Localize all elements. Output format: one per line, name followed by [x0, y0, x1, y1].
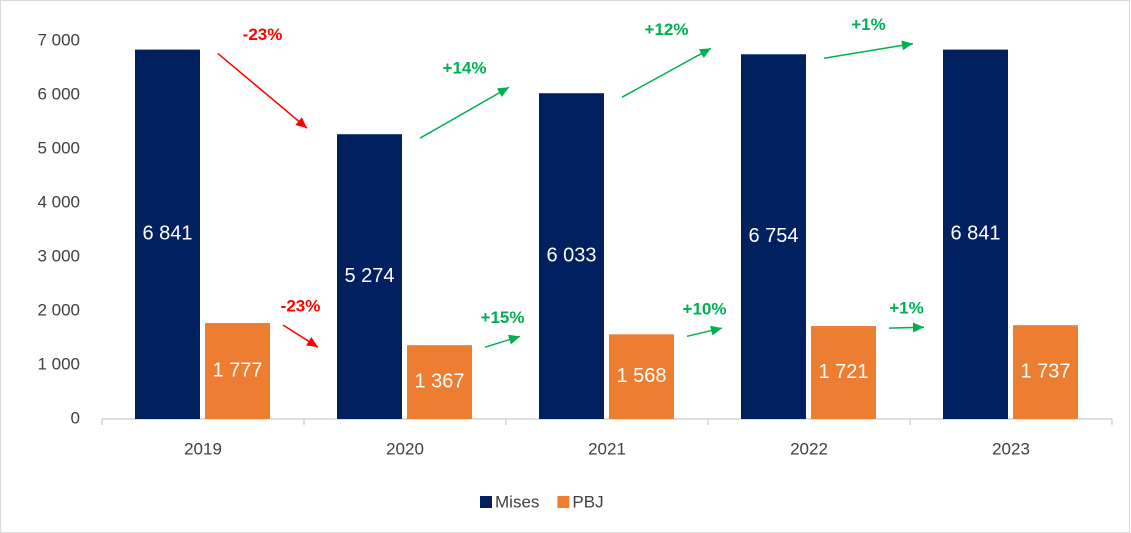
x-tick-label: 2023	[992, 439, 1030, 458]
arrow-head	[295, 117, 307, 129]
y-tick-label: 2 000	[37, 300, 80, 319]
legend-label: Mises	[495, 492, 539, 511]
y-tick-label: 7 000	[37, 30, 80, 49]
change-label: +12%	[645, 20, 689, 39]
bar	[1013, 325, 1078, 419]
change-arrow	[823, 42, 914, 60]
arrow-head	[496, 87, 509, 98]
bar	[539, 93, 604, 419]
change-label: +10%	[683, 300, 727, 319]
bar	[135, 49, 200, 419]
change-label: +14%	[443, 59, 487, 78]
legend-swatch	[557, 496, 570, 508]
bar	[943, 49, 1008, 419]
x-tick-label: 2021	[588, 439, 626, 458]
data-label: 1 721	[818, 361, 868, 383]
change-label: +1%	[889, 299, 924, 318]
arrow-head	[901, 40, 913, 51]
data-label: 6 754	[748, 225, 798, 247]
y-tick-label: 3 000	[37, 246, 80, 265]
arrow-head	[912, 322, 924, 333]
legend-swatch	[480, 496, 492, 508]
y-tick-label: 0	[71, 408, 80, 427]
change-label: +15%	[481, 308, 525, 327]
data-label: 6 841	[950, 223, 1000, 245]
data-label: 1 737	[1020, 360, 1070, 382]
arrow-head	[698, 48, 711, 58]
x-tick-label: 2022	[790, 439, 828, 458]
bar	[609, 334, 674, 419]
legend-label: PBJ	[572, 492, 603, 511]
change-label: -23%	[281, 297, 321, 316]
data-label: 1 777	[212, 359, 262, 381]
arrow-head	[306, 337, 318, 348]
x-tick-label: 2019	[184, 439, 222, 458]
change-arrow	[217, 53, 308, 129]
data-label: 1 367	[414, 370, 464, 392]
change-arrow	[621, 47, 712, 98]
data-label: 1 568	[616, 365, 666, 387]
bar	[811, 326, 876, 419]
data-label: 6 841	[142, 223, 192, 245]
bar	[337, 134, 402, 420]
y-tick-label: 1 000	[37, 354, 80, 373]
change-arrow	[419, 86, 510, 139]
y-tick-label: 5 000	[37, 138, 80, 157]
arrow-head	[508, 334, 520, 345]
bar	[741, 54, 806, 420]
data-label: 6 033	[546, 244, 596, 266]
bar	[205, 323, 270, 419]
data-label: 5 274	[344, 265, 394, 287]
change-label: -23%	[243, 25, 283, 44]
y-tick-label: 4 000	[37, 192, 80, 211]
y-tick-label: 6 000	[37, 84, 80, 103]
change-label: +1%	[851, 15, 886, 34]
bar	[407, 345, 472, 419]
x-tick-label: 2020	[386, 439, 424, 458]
arrow-head	[710, 325, 722, 336]
